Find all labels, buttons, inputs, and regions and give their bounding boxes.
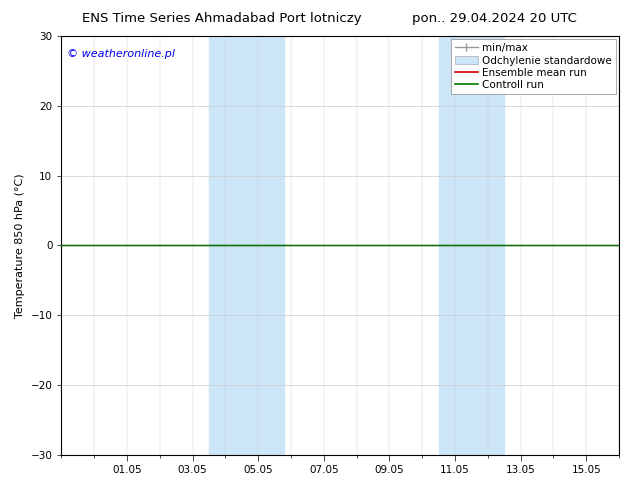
Bar [209, 36, 285, 455]
Y-axis label: Temperature 850 hPa (°C): Temperature 850 hPa (°C) [15, 173, 25, 318]
Legend: min/max, Odchylenie standardowe, Ensemble mean run, Controll run: min/max, Odchylenie standardowe, Ensembl… [451, 39, 616, 94]
Text: pon.. 29.04.2024 20 UTC: pon.. 29.04.2024 20 UTC [412, 12, 577, 25]
Bar [439, 36, 504, 455]
Text: © weatheronline.pl: © weatheronline.pl [67, 49, 175, 59]
Text: ENS Time Series Ahmadabad Port lotniczy: ENS Time Series Ahmadabad Port lotniczy [82, 12, 362, 25]
